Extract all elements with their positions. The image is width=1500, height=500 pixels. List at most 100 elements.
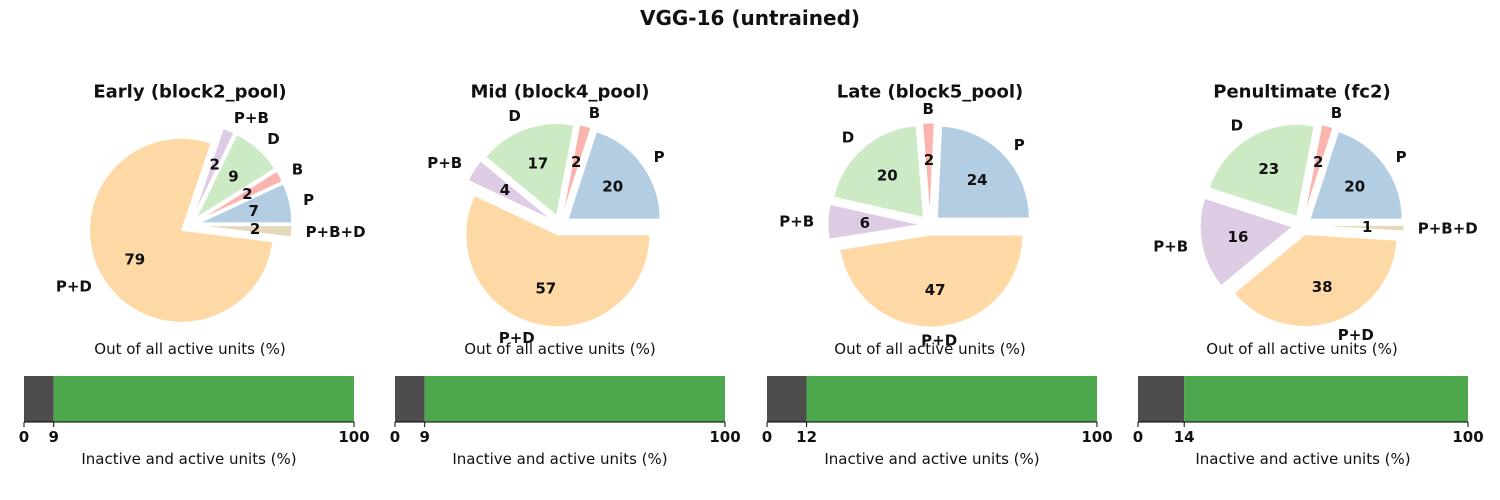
slice-category-label: P [303,191,314,209]
bar-inactive [24,376,54,422]
slice-value-label: 20 [602,178,623,196]
pie-slice [936,125,1030,219]
pie-slice [839,234,1024,328]
pie-slice [195,134,276,219]
slice-category-label: D [1231,116,1243,134]
bar-tick-label: 0 [762,428,772,446]
slice-value-label: 79 [124,251,145,269]
slice-value-label: 2 [250,220,260,238]
slice-value-label: 20 [877,167,898,185]
bar-xlabel: Inactive and active units (%) [824,450,1039,468]
chart-panel: Penultimate (fc2) 20 P 2 B 23 D 16 P+B 38 P+D 1 P+B+… [1133,82,1484,469]
slice-category-label: P+D [56,278,92,296]
slice-value-label: 23 [1258,160,1279,178]
slice-category-label: P+B+D [306,223,366,241]
bar-xlabel: Inactive and active units (%) [81,450,296,468]
bar-tick-label: 9 [48,428,58,446]
pie-slice [1233,233,1398,327]
bar-active [1184,376,1468,422]
bar-tick-label: 14 [1174,428,1195,446]
chart-title: Late (block5_pool) [837,82,1024,103]
pie-xlabel: Out of all active units (%) [834,340,1025,358]
slice-value-label: 9 [228,167,238,185]
bar-inactive [1138,376,1185,422]
bar-tick-label: 12 [796,428,817,446]
pie-slice [199,225,293,238]
bar-tick-label: 0 [19,428,29,446]
bar-inactive [395,376,425,422]
bar-xlabel: Inactive and active units (%) [1195,450,1410,468]
slice-value-label: 2 [242,185,252,203]
pie-slice [922,122,935,216]
pie-slice [1309,130,1403,220]
pie-xlabel: Out of all active units (%) [464,340,655,358]
slice-category-label: P [1014,136,1025,154]
slice-value-label: 2 [924,151,934,169]
bar-inactive [767,376,807,422]
slice-category-label: P+B+D [1418,220,1478,238]
pie-xlabel: Out of all active units (%) [1206,340,1397,358]
chart-title: Mid (block4_pool) [470,82,649,103]
slice-category-label: P+B [779,212,814,230]
slice-category-label: B [922,100,933,118]
slice-value-label: 38 [1312,278,1333,296]
figure-title: VGG-16 (untrained) [639,6,861,30]
bar-tick-label: 0 [1133,428,1143,446]
pie-xlabel: Out of all active units (%) [94,340,285,358]
slice-value-label: 24 [967,171,988,189]
slice-category-label: P+B [234,109,269,127]
slice-value-label: 16 [1228,228,1249,246]
pie-slice [465,194,651,328]
slice-category-label: D [267,130,279,148]
slice-value-label: 47 [925,281,946,299]
pie-slice [467,160,552,221]
bar-tick-label: 100 [1081,428,1112,446]
slice-category-label: P+D [921,331,957,349]
pie-slice [485,123,575,217]
pie-slice [89,137,274,323]
slice-value-label: 2 [1313,153,1323,171]
pie-slice [193,127,235,216]
slice-value-label: 20 [1344,178,1365,196]
bar-tick-label: 100 [1452,428,1483,446]
slice-category-label: P [654,148,665,166]
slice-value-label: 2 [209,156,219,174]
bar-tick-label: 100 [709,428,740,446]
slice-category-label: B [1331,104,1342,122]
pie-slice [1303,124,1334,216]
bar-tick-label: 9 [419,428,429,446]
bar-active [806,376,1097,422]
slice-value-label: 7 [248,202,258,220]
chart-title: Penultimate (fc2) [1213,82,1390,103]
slice-value-label: 6 [860,214,870,232]
pie-slice [567,130,661,220]
slice-category-label: P+B [1153,238,1188,256]
slice-value-label: 17 [527,155,548,173]
chart-title: Early (block2_pool) [93,82,286,103]
slice-value-label: 1 [1362,218,1372,236]
bar-active [424,376,725,422]
chart-panel: Early (block2_pool) 7 P 2 B 9 D 2 P+B 79 P+D 2 P+B+D… [19,82,370,469]
slice-category-label: D [508,107,520,125]
pie-slice [1199,197,1294,287]
slice-value-label: 57 [535,280,556,298]
slice-category-label: D [842,128,854,146]
pie-slice [561,124,592,216]
pie-slice [827,203,921,240]
pie-slice [199,183,293,224]
bar-tick-label: 0 [390,428,400,446]
slice-category-label: B [292,161,303,179]
slice-value-label: 4 [500,181,510,199]
pie-slice [198,170,283,221]
bar-active [53,376,354,422]
slice-category-label: P+D [1338,326,1374,344]
slice-value-label: 2 [571,153,581,171]
bar-xlabel: Inactive and active units (%) [452,450,667,468]
bar-tick-label: 100 [338,428,369,446]
pie-slice [1311,224,1405,232]
pie-slice [833,125,925,219]
